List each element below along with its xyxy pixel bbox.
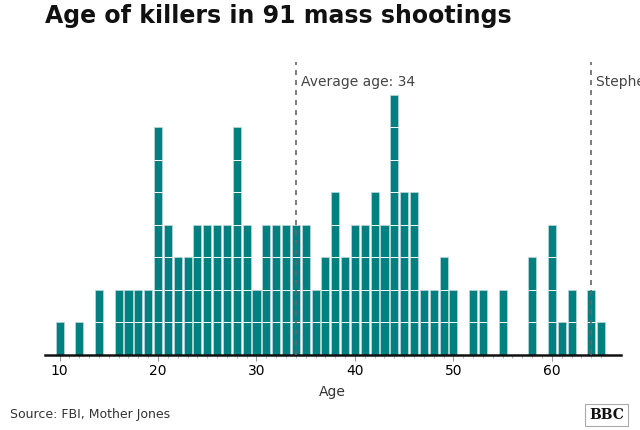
Bar [223, 225, 231, 355]
X-axis label: Age: Age [319, 385, 346, 399]
Bar [115, 290, 123, 355]
Bar [312, 290, 319, 355]
Bar [528, 257, 536, 355]
Bar [597, 322, 605, 355]
Bar [193, 225, 202, 355]
Bar [262, 225, 270, 355]
Bar [282, 225, 290, 355]
Bar [124, 290, 132, 355]
Bar [400, 192, 408, 355]
Bar [479, 290, 487, 355]
Bar [429, 290, 438, 355]
Bar [371, 192, 379, 355]
Bar [233, 127, 241, 355]
Bar [252, 290, 260, 355]
Bar [420, 290, 428, 355]
Bar [440, 257, 447, 355]
Bar [243, 225, 251, 355]
Bar [361, 225, 369, 355]
Bar [557, 322, 566, 355]
Bar [341, 257, 349, 355]
Bar [95, 290, 103, 355]
Bar [213, 225, 221, 355]
Bar [301, 225, 310, 355]
Bar [144, 290, 152, 355]
Bar [56, 322, 63, 355]
Text: Average age: 34: Average age: 34 [301, 75, 415, 89]
Bar [154, 127, 162, 355]
Bar [449, 290, 458, 355]
Bar [292, 225, 300, 355]
Bar [380, 225, 388, 355]
Bar [469, 290, 477, 355]
Bar [76, 322, 83, 355]
Bar [588, 290, 595, 355]
Bar [164, 225, 172, 355]
Bar [204, 225, 211, 355]
Bar [184, 257, 191, 355]
Text: BBC: BBC [589, 408, 624, 422]
Bar [173, 257, 182, 355]
Bar [568, 290, 575, 355]
Text: Age of killers in 91 mass shootings: Age of killers in 91 mass shootings [45, 4, 511, 28]
Bar [548, 225, 556, 355]
Bar [499, 290, 507, 355]
Bar [390, 95, 398, 355]
Text: Stephen Paddock:64: Stephen Paddock:64 [596, 75, 640, 89]
Bar [332, 192, 339, 355]
Bar [272, 225, 280, 355]
Text: Source: FBI, Mother Jones: Source: FBI, Mother Jones [10, 408, 170, 421]
Bar [321, 257, 330, 355]
Bar [351, 225, 359, 355]
Bar [134, 290, 142, 355]
Bar [410, 192, 418, 355]
